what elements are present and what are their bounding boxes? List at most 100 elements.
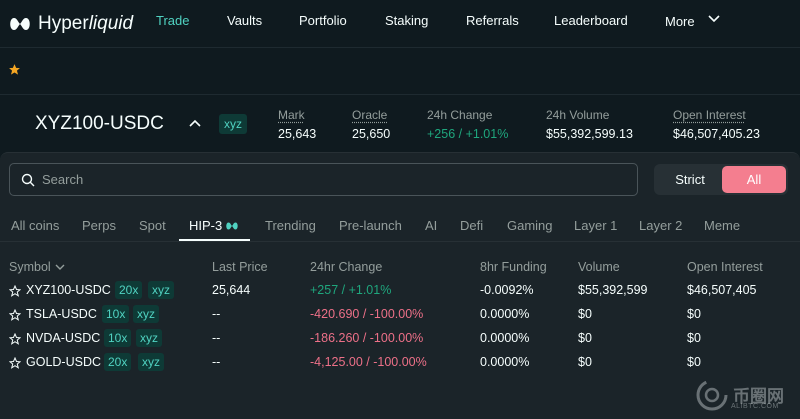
tab-trending[interactable]: Trending (265, 218, 316, 233)
hyperliquid-logo-icon (226, 222, 238, 230)
stat-label[interactable]: Oracle (352, 108, 388, 122)
tab-layer-2[interactable]: Layer 2 (639, 218, 683, 233)
leverage-badge: 10x (104, 329, 132, 347)
tab-meme[interactable]: Meme (704, 218, 741, 233)
search-input[interactable] (42, 165, 632, 194)
tab-defi[interactable]: Defi (460, 218, 484, 233)
nav-portfolio[interactable]: Portfolio (299, 13, 347, 28)
market-header: XYZ100-USDC xyz Mark 25,643 Oracle 25,65… (0, 96, 800, 152)
open-interest: $0 (687, 307, 701, 321)
star-outline-icon[interactable] (9, 333, 21, 345)
stat-label: 24h Volume (546, 108, 610, 122)
tab-hip-3[interactable]: HIP-3 (189, 218, 239, 233)
column-header-volume[interactable]: Volume (578, 260, 620, 274)
volume: $55,392,599 (578, 283, 648, 297)
symbol-name: GOLD-USDC (26, 355, 102, 369)
all-button[interactable]: All (722, 166, 786, 193)
match-mode-toggle: Strict All (654, 164, 788, 195)
column-header-last-price[interactable]: Last Price (212, 260, 268, 274)
last-price: -- (212, 331, 221, 345)
pair-selector[interactable]: XYZ100-USDC (35, 113, 164, 134)
volume: $0 (578, 355, 592, 369)
star-filled-icon[interactable] (8, 63, 21, 76)
nav-vaults[interactable]: Vaults (227, 13, 263, 28)
funding-rate: 0.0000% (480, 331, 530, 345)
dex-badge: xyz (219, 114, 247, 134)
nav-trade[interactable]: Trade (156, 13, 190, 28)
brand-name: Hyperliquid (38, 13, 133, 35)
24hr-change: +257 / +1.01% (310, 283, 392, 297)
dex-badge: xyz (138, 353, 164, 371)
search-box[interactable] (9, 163, 638, 196)
dex-badge: xyz (133, 305, 159, 323)
stat-label[interactable]: Mark (278, 108, 305, 122)
stat-oracle: Oracle 25,650 (352, 108, 390, 141)
chevron-down-icon (55, 264, 65, 270)
leverage-badge: 20x (104, 353, 132, 371)
stat-value: $46,507,405.23 (673, 127, 760, 141)
tab-ai[interactable]: AI (425, 218, 438, 233)
24hr-change: -186.260 / -100.00% (310, 331, 424, 345)
open-interest: $0 (687, 355, 701, 369)
table-row[interactable]: XYZ100-USDC 20x xyz 25,644 +257 / +1.01%… (0, 279, 800, 303)
dex-badge: xyz (148, 281, 174, 299)
tab-perps[interactable]: Perps (82, 218, 116, 233)
table-row[interactable]: NVDA-USDC 10x xyz -- -186.260 / -100.00%… (0, 327, 800, 351)
stat-value: +256 / +1.01% (427, 127, 509, 141)
tab-pre-launch[interactable]: Pre-launch (339, 218, 402, 233)
chevron-down-icon[interactable] (707, 12, 721, 26)
stat-open-interest: Open Interest $46,507,405.23 (673, 108, 760, 141)
nav-leaderboard[interactable]: Leaderboard (554, 13, 628, 28)
tab-hip-3-label: HIP-3 (189, 218, 223, 233)
hyperliquid-logo-icon (10, 17, 30, 30)
active-tab-indicator (179, 239, 250, 241)
search-icon (21, 173, 35, 187)
funding-rate: -0.0092% (480, 283, 534, 297)
tab-layer-1[interactable]: Layer 1 (574, 218, 618, 233)
last-price: 25,644 (212, 283, 251, 297)
tab-all-coins[interactable]: All coins (11, 218, 60, 233)
stat-24h-volume: 24h Volume $55,392,599.13 (546, 108, 633, 141)
stat-24h-change: 24h Change +256 / +1.01% (427, 108, 508, 141)
dex-badge: xyz (136, 329, 162, 347)
nav-staking[interactable]: Staking (385, 13, 429, 28)
table-row[interactable]: TSLA-USDC 10x xyz -- -420.690 / -100.00%… (0, 303, 800, 327)
column-header-open-interest[interactable]: Open Interest (687, 260, 763, 274)
brand-name-italic: liquid (88, 12, 134, 34)
leverage-badge: 20x (115, 281, 143, 299)
table-row[interactable]: GOLD-USDC 20x xyz -- -4,125.00 / -100.00… (0, 351, 800, 375)
stat-mark: Mark 25,643 (278, 108, 316, 141)
favorites-bar (0, 49, 800, 95)
funding-rate: 0.0000% (480, 307, 530, 321)
funding-rate: 0.0000% (480, 355, 530, 369)
tabs-divider (0, 241, 800, 242)
volume: $0 (578, 331, 592, 345)
24hr-change: -420.690 / -100.00% (310, 307, 424, 321)
strict-button[interactable]: Strict (675, 172, 705, 187)
leverage-badge: 10x (102, 305, 130, 323)
open-interest: $46,507,405 (687, 283, 757, 297)
market-selector-panel: Strict All All coins Perps Spot HIP-3 Tr… (0, 152, 800, 419)
column-header-label: Symbol (9, 260, 51, 274)
column-header-8hr-funding[interactable]: 8hr Funding (480, 260, 547, 274)
chevron-up-icon[interactable] (188, 118, 202, 128)
column-header-symbol[interactable]: Symbol (9, 260, 65, 274)
symbol-name: TSLA-USDC (26, 307, 97, 321)
star-outline-icon[interactable] (9, 309, 21, 321)
top-nav: Hyperliquid Trade Vaults Portfolio Staki… (0, 0, 800, 48)
tab-gaming[interactable]: Gaming (507, 218, 553, 233)
nav-referrals[interactable]: Referrals (466, 13, 519, 28)
24hr-change: -4,125.00 / -100.00% (310, 355, 427, 369)
stat-value: 25,650 (352, 127, 391, 141)
star-outline-icon[interactable] (9, 357, 21, 369)
hyperliquid-logo[interactable]: Hyperliquid (8, 13, 133, 35)
watermark-url: ALIBTC.COM (731, 403, 779, 410)
tab-spot[interactable]: Spot (139, 218, 166, 233)
column-header-24hr-change[interactable]: 24hr Change (310, 260, 383, 274)
stat-label[interactable]: Open Interest (673, 108, 746, 122)
star-outline-icon[interactable] (9, 285, 21, 297)
stat-value: 25,643 (278, 127, 317, 141)
watermark-text: 币圈网 (733, 387, 784, 406)
nav-more[interactable]: More (665, 14, 695, 29)
volume: $0 (578, 307, 592, 321)
